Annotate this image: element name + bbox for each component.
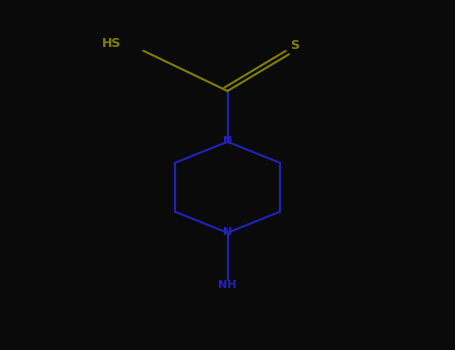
Text: HS: HS [102,37,121,50]
Text: NH: NH [218,280,237,290]
Text: S: S [290,39,299,52]
Text: N: N [223,136,232,146]
Text: N: N [223,227,232,237]
